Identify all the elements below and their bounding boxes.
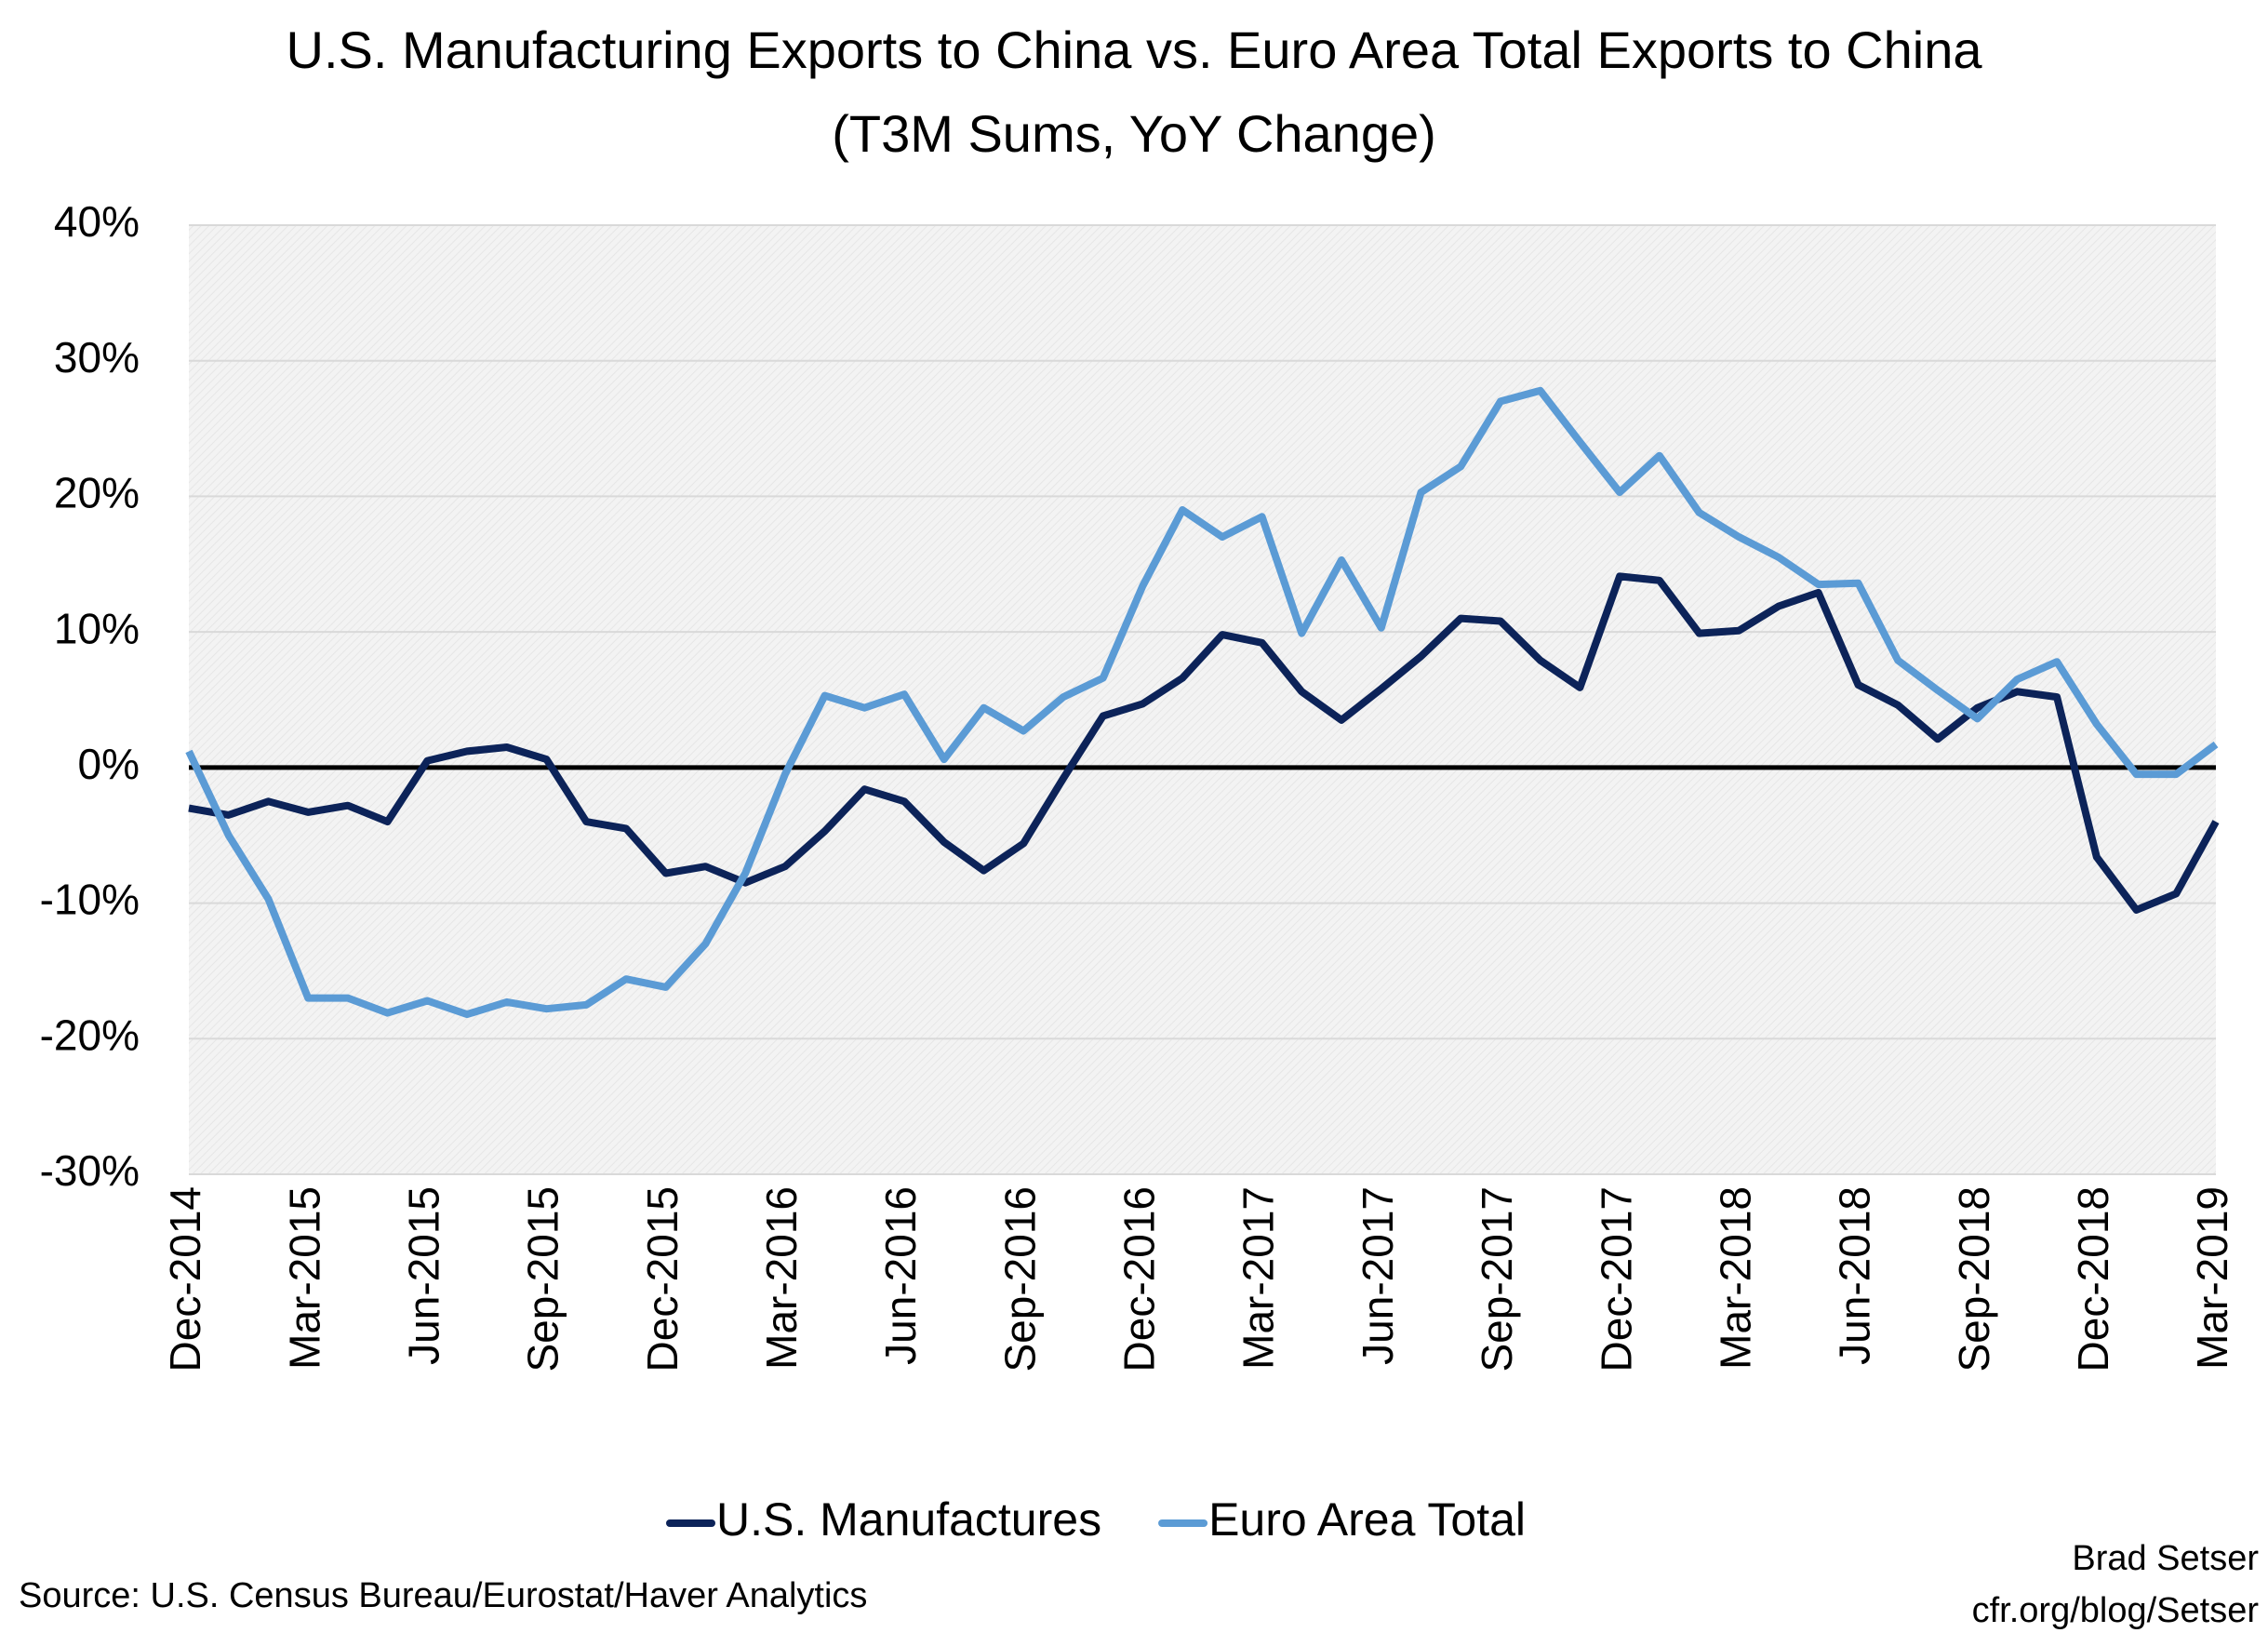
legend-label: U.S. Manufactures xyxy=(716,1493,1101,1546)
y-tick-label: 0% xyxy=(78,740,140,788)
y-tick-label: 30% xyxy=(54,333,140,381)
x-tick-label: Mar-2018 xyxy=(1711,1186,1759,1370)
x-tick-label: Mar-2016 xyxy=(757,1186,806,1370)
y-tick-label: -20% xyxy=(40,1011,140,1059)
credit: Brad Setser xyxy=(2072,1539,2259,1578)
x-tick-label: Jun-2016 xyxy=(876,1186,925,1365)
chart-subtitle: (T3M Sums, YoY Change) xyxy=(832,104,1436,163)
x-tick-label: Jun-2015 xyxy=(400,1186,448,1365)
x-tick-label: Sep-2015 xyxy=(519,1186,567,1372)
credit: cfr.org/blog/Setser xyxy=(1972,1591,2260,1630)
x-tick-label: Mar-2017 xyxy=(1234,1186,1283,1370)
y-tick-label: 10% xyxy=(54,604,140,652)
x-tick-label: Sep-2018 xyxy=(1950,1186,1998,1372)
y-tick-label: 20% xyxy=(54,469,140,517)
x-tick-label: Jun-2017 xyxy=(1354,1186,1402,1365)
chart-title: U.S. Manufacturing Exports to China vs. … xyxy=(287,20,1983,79)
plot-area xyxy=(189,225,2216,1174)
x-tick-label: Dec-2015 xyxy=(638,1186,687,1372)
x-tick-label: Mar-2015 xyxy=(280,1186,328,1370)
y-tick-label: -10% xyxy=(40,876,140,924)
x-tick-label: Sep-2017 xyxy=(1473,1186,1521,1372)
y-tick-label: 40% xyxy=(54,197,140,246)
x-tick-label: Dec-2016 xyxy=(1115,1186,1164,1372)
series-line xyxy=(188,572,2220,914)
x-tick-label: Dec-2014 xyxy=(161,1186,209,1372)
y-tick-label: -30% xyxy=(40,1146,140,1195)
x-tick-label: Dec-2018 xyxy=(2069,1186,2117,1372)
x-tick-label: Mar-2019 xyxy=(2188,1186,2236,1370)
x-tick-label: Jun-2018 xyxy=(1831,1186,1879,1365)
source: Source: U.S. Census Bureau/Eurostat/Have… xyxy=(19,1576,867,1615)
legend-label: Euro Area Total xyxy=(1208,1493,1526,1546)
series-line xyxy=(185,386,2219,1019)
x-tick-label: Dec-2017 xyxy=(1592,1186,1640,1372)
x-tick-label: Sep-2016 xyxy=(995,1186,1044,1372)
